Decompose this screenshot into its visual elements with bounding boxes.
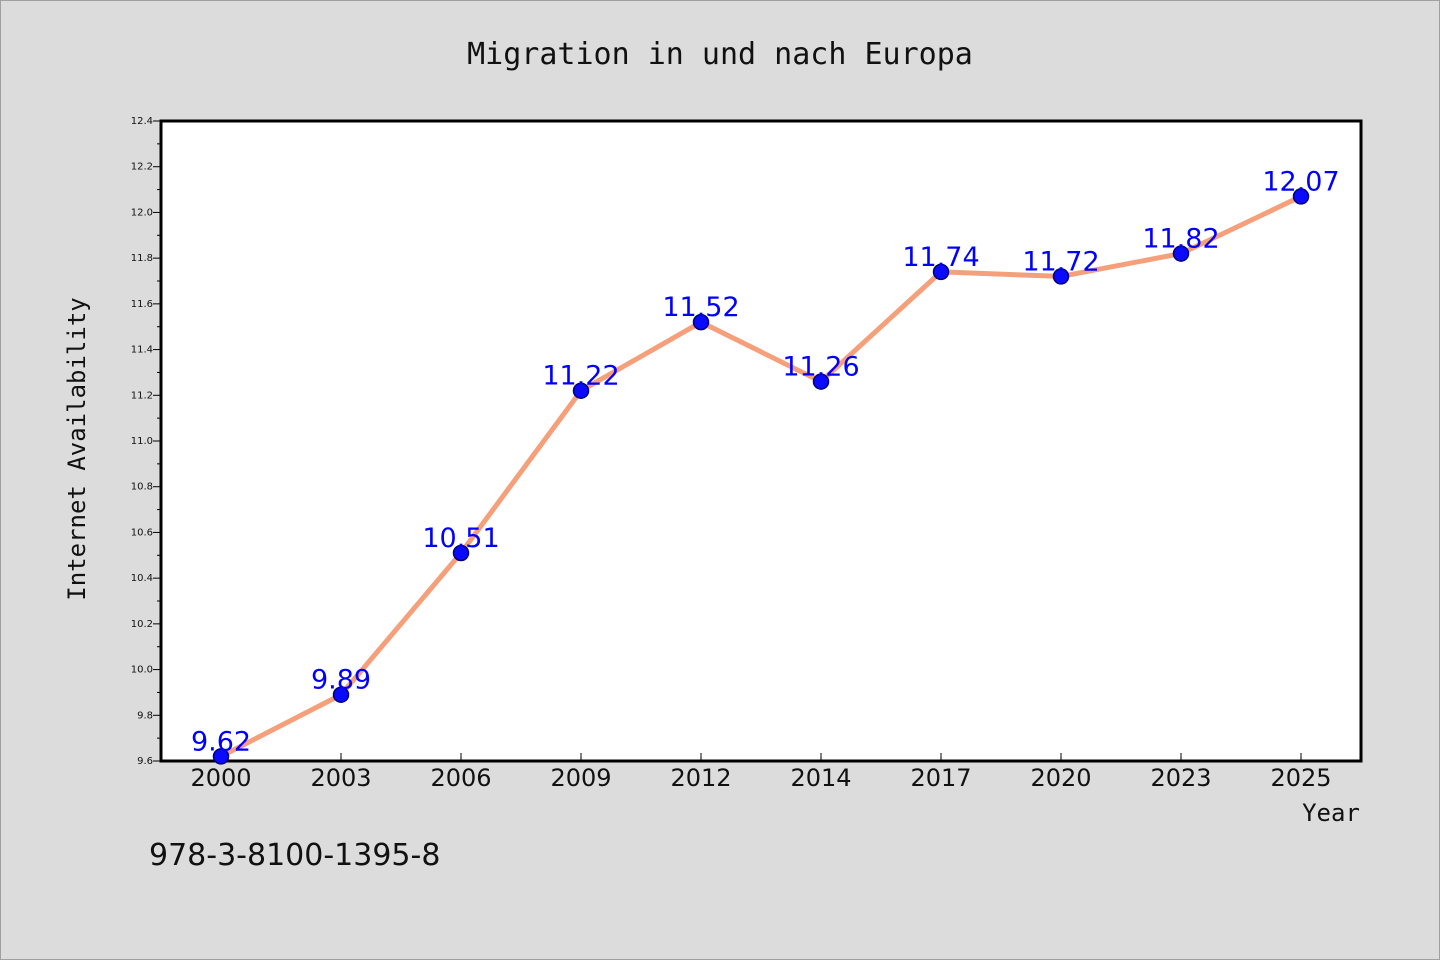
isbn-text: 978-3-8100-1395-8 (149, 838, 440, 873)
data-point (812, 373, 830, 390)
y-axis: 9.6 9.8 10.0 10.2 10.4 10.6 10.8 11.0 11.2 11.4 11… (131, 116, 161, 767)
x-tick-label: 2020 (1030, 764, 1091, 792)
x-tick-label: 2009 (550, 764, 611, 792)
data-label: 11.72 (1022, 246, 1099, 277)
y-tick-label: 11.8 (131, 253, 153, 264)
chart-title: Migration in und nach Europa (467, 37, 973, 72)
y-axis-label: Internet Availability (63, 297, 91, 600)
data-point (212, 748, 230, 765)
x-tick-label: 2023 (1150, 764, 1211, 792)
data-label: 11.74 (902, 242, 979, 273)
x-tick-label: 2017 (910, 764, 971, 792)
y-tick-label: 12.4 (131, 116, 153, 127)
y-tick-label: 10.0 (131, 665, 153, 676)
y-tick-label: 11.6 (131, 299, 153, 310)
data-point (692, 313, 710, 331)
series-line (218, 193, 1304, 759)
y-tick-label: 11.4 (131, 345, 153, 356)
x-tick-label: 2012 (670, 764, 731, 792)
x-tick-label: 2000 (190, 764, 251, 792)
series-line-group (212, 188, 1310, 765)
y-tick-label: 10.8 (131, 482, 153, 493)
data-labels: 9.62 9.89 10.51 11.22 11.52 11.26 11.74 11.72 11… (191, 166, 1340, 757)
data-point (1292, 188, 1310, 205)
data-point (1172, 245, 1190, 262)
x-axis: 2000 2003 2006 2009 2012 2014 2017 2020 2023 2025 (190, 753, 1332, 792)
data-label: 11.52 (662, 292, 739, 323)
data-label: 11.82 (1142, 224, 1219, 255)
data-label: 9.62 (191, 726, 251, 757)
y-tick-label: 12.2 (131, 162, 153, 173)
plot-area (159, 119, 1363, 763)
x-tick-label: 2014 (790, 764, 851, 792)
data-point (332, 686, 350, 703)
data-point (1052, 268, 1070, 285)
y-tick-label: 12.0 (131, 207, 153, 218)
y-tick-label: 10.4 (131, 573, 153, 584)
y-tick-label: 9.6 (137, 756, 153, 767)
y-tick-label: 10.6 (131, 527, 153, 538)
x-tick-label: 2003 (310, 764, 371, 792)
data-label: 11.26 (782, 352, 859, 383)
y-tick-label: 11.0 (131, 436, 153, 447)
data-point (452, 544, 470, 562)
data-label: 10.51 (422, 523, 499, 554)
y-tick-label: 9.8 (137, 710, 153, 721)
x-tick-label: 2006 (430, 764, 491, 792)
x-axis-label: Year (1302, 799, 1360, 827)
y-tick-label: 10.2 (131, 619, 153, 630)
data-point (572, 382, 590, 399)
data-point (932, 263, 950, 281)
y-tick-label: 11.2 (131, 390, 153, 401)
x-tick-label: 2025 (1270, 764, 1331, 792)
data-label: 12.07 (1262, 166, 1339, 197)
data-label: 9.89 (311, 665, 371, 696)
data-label: 11.22 (542, 361, 619, 392)
